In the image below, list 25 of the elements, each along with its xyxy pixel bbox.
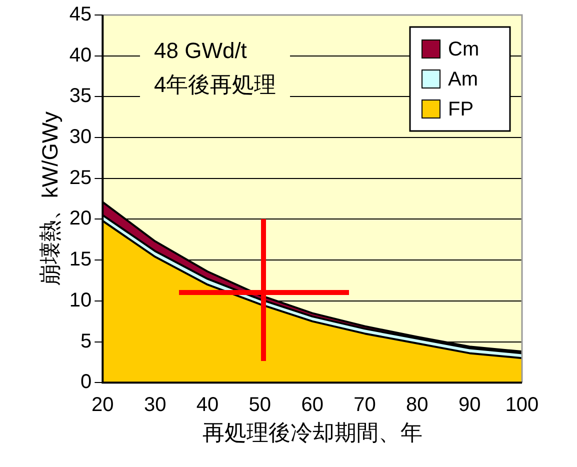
y-tick-label: 5 [80, 330, 92, 352]
x-tick-label: 80 [406, 394, 428, 416]
x-axis-title: 再処理後冷却期間、年 [202, 420, 422, 445]
x-tick-label: 30 [144, 394, 166, 416]
legend-label: FP [448, 98, 474, 121]
y-tick-label: 25 [69, 166, 92, 189]
y-tick-label: 45 [69, 4, 92, 26]
legend-label: Cm [448, 38, 480, 61]
y-tick-label: 40 [69, 44, 92, 66]
x-tick-label: 100 [505, 394, 539, 416]
y-tick-label: 15 [69, 248, 92, 271]
x-tick-label: 40 [196, 394, 219, 416]
legend-label: Am [448, 68, 478, 91]
annotation: 48 GWd/t [154, 37, 248, 65]
x-tick-label: 90 [458, 394, 481, 416]
x-tick-label: 70 [354, 394, 376, 416]
y-tick-label: 35 [69, 85, 92, 108]
y-axis-title: 崩壊熱、kW/GWy [37, 112, 62, 286]
annotation: 4年後再処理 [154, 71, 276, 99]
x-tick-label: 60 [301, 394, 324, 416]
y-tick-label: 20 [69, 208, 92, 230]
y-tick-label: 10 [69, 289, 92, 312]
x-tick-label: 50 [248, 394, 272, 416]
y-tick-label: 0 [80, 371, 92, 394]
y-tick-label: 30 [69, 126, 92, 148]
